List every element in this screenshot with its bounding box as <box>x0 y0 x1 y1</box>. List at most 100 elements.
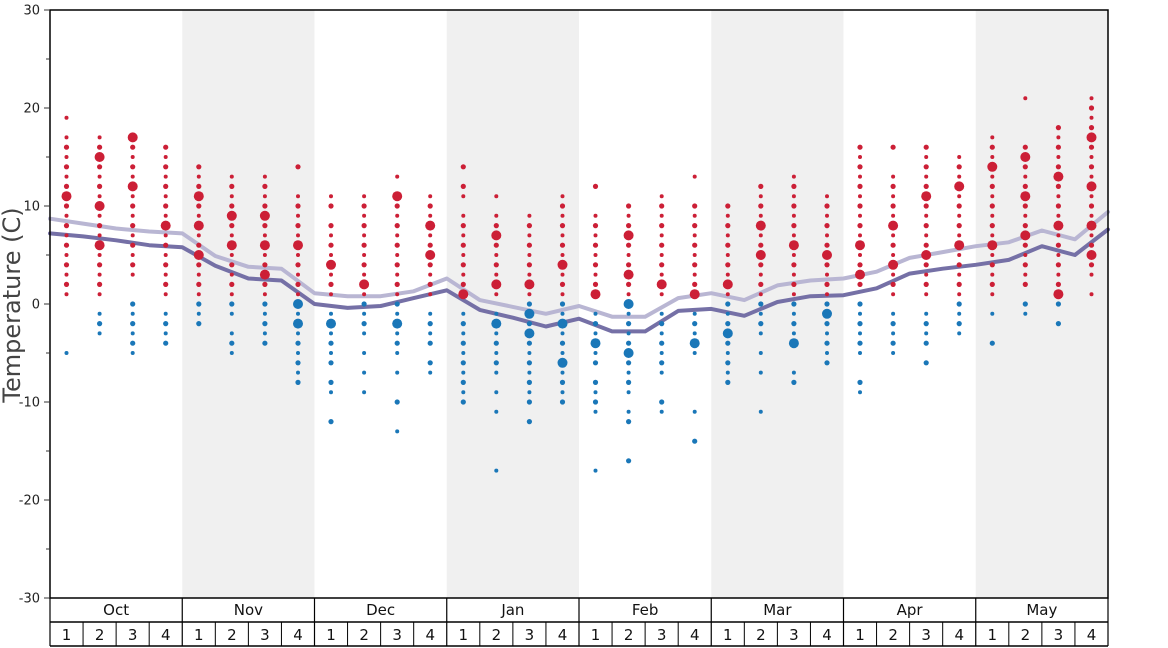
warm-point <box>394 262 400 268</box>
warm-point <box>97 144 103 150</box>
warm-point <box>63 242 70 248</box>
month-shading <box>182 10 1108 598</box>
warm-point <box>725 242 731 248</box>
cold-point <box>725 370 730 375</box>
y-tick-label: -20 <box>19 494 40 509</box>
cold-point <box>1023 311 1028 316</box>
warm-point <box>1022 242 1028 248</box>
warm-point <box>1055 164 1061 170</box>
warm-point <box>97 183 103 189</box>
shade-may <box>975 10 1108 598</box>
shade-nov <box>182 10 315 598</box>
warm-point <box>97 194 102 199</box>
warm-point <box>989 281 995 287</box>
warm-point <box>526 223 533 229</box>
warm-point <box>395 174 400 179</box>
warm-point <box>659 292 664 297</box>
cold-point <box>362 331 367 336</box>
warm-point <box>791 262 797 268</box>
temperature-points <box>61 96 1097 473</box>
warm-point <box>1022 281 1028 287</box>
warm-point <box>196 292 201 297</box>
warm-point <box>956 262 962 268</box>
cold-point <box>295 360 301 366</box>
warm-point <box>791 233 796 238</box>
warm-point <box>460 223 466 229</box>
cold-point <box>526 340 533 346</box>
cold-point <box>229 351 234 355</box>
warm-point <box>890 183 896 189</box>
warm-point <box>560 213 565 218</box>
warm-point <box>163 242 169 248</box>
cold-point <box>758 351 763 355</box>
cold-point <box>460 379 466 385</box>
cold-point <box>461 351 466 355</box>
warm-point <box>1020 230 1031 241</box>
week-label: 4 <box>425 626 435 644</box>
warm-point <box>758 242 764 248</box>
warm-point <box>262 281 268 287</box>
cold-point <box>891 311 896 316</box>
warm-point <box>725 213 730 218</box>
warm-point <box>461 213 466 218</box>
warm-point <box>163 233 168 238</box>
warm-point <box>196 281 202 287</box>
warm-point <box>755 220 766 231</box>
warm-point <box>1055 242 1061 248</box>
warm-point <box>494 292 499 297</box>
warm-point <box>394 281 400 287</box>
warm-point <box>130 194 135 199</box>
cold-point <box>262 321 268 327</box>
average-lines <box>48 209 1110 334</box>
cold-point <box>957 331 962 336</box>
cold-point <box>1055 301 1061 307</box>
cold-point <box>427 360 433 366</box>
warm-point <box>1020 152 1031 162</box>
cold-point <box>593 390 598 395</box>
warm-point <box>163 155 168 159</box>
warm-point <box>94 201 105 211</box>
cold-point <box>593 331 598 336</box>
warm-point <box>755 250 766 260</box>
cold-point <box>626 370 631 375</box>
warm-point <box>1056 135 1061 140</box>
warm-point <box>1022 164 1028 170</box>
cold-point <box>626 321 632 327</box>
cold-point <box>362 390 367 395</box>
warm-point <box>259 269 270 280</box>
cold-point <box>758 321 764 327</box>
warm-point <box>1086 220 1097 231</box>
warm-point <box>94 240 105 251</box>
warm-point <box>295 281 301 287</box>
cold-point <box>427 321 433 327</box>
warm-point <box>924 174 929 179</box>
warm-point <box>858 233 862 238</box>
cold-point <box>824 301 830 307</box>
cold-point <box>329 351 333 355</box>
cold-point <box>163 331 168 336</box>
warm-point <box>924 233 929 238</box>
cold-point <box>328 379 334 385</box>
warm-point <box>989 144 995 150</box>
warm-point <box>758 203 764 209</box>
warm-point <box>692 203 698 209</box>
cold-point <box>791 321 797 327</box>
warm-point <box>857 281 863 287</box>
warm-point <box>990 292 995 297</box>
cold-point <box>560 370 565 375</box>
cold-point <box>923 321 929 327</box>
cold-point <box>659 351 664 355</box>
warm-point <box>1056 155 1061 159</box>
cold-point <box>526 399 533 405</box>
cold-point <box>592 379 599 385</box>
cold-point <box>361 301 367 307</box>
cold-point <box>593 409 598 414</box>
cold-point <box>229 340 235 346</box>
warm-point <box>1088 164 1095 170</box>
warm-point <box>890 144 896 150</box>
warm-point <box>791 281 797 287</box>
warm-point <box>626 292 631 297</box>
cold-point <box>822 308 832 319</box>
warm-point <box>791 292 796 297</box>
cold-point <box>559 301 566 307</box>
